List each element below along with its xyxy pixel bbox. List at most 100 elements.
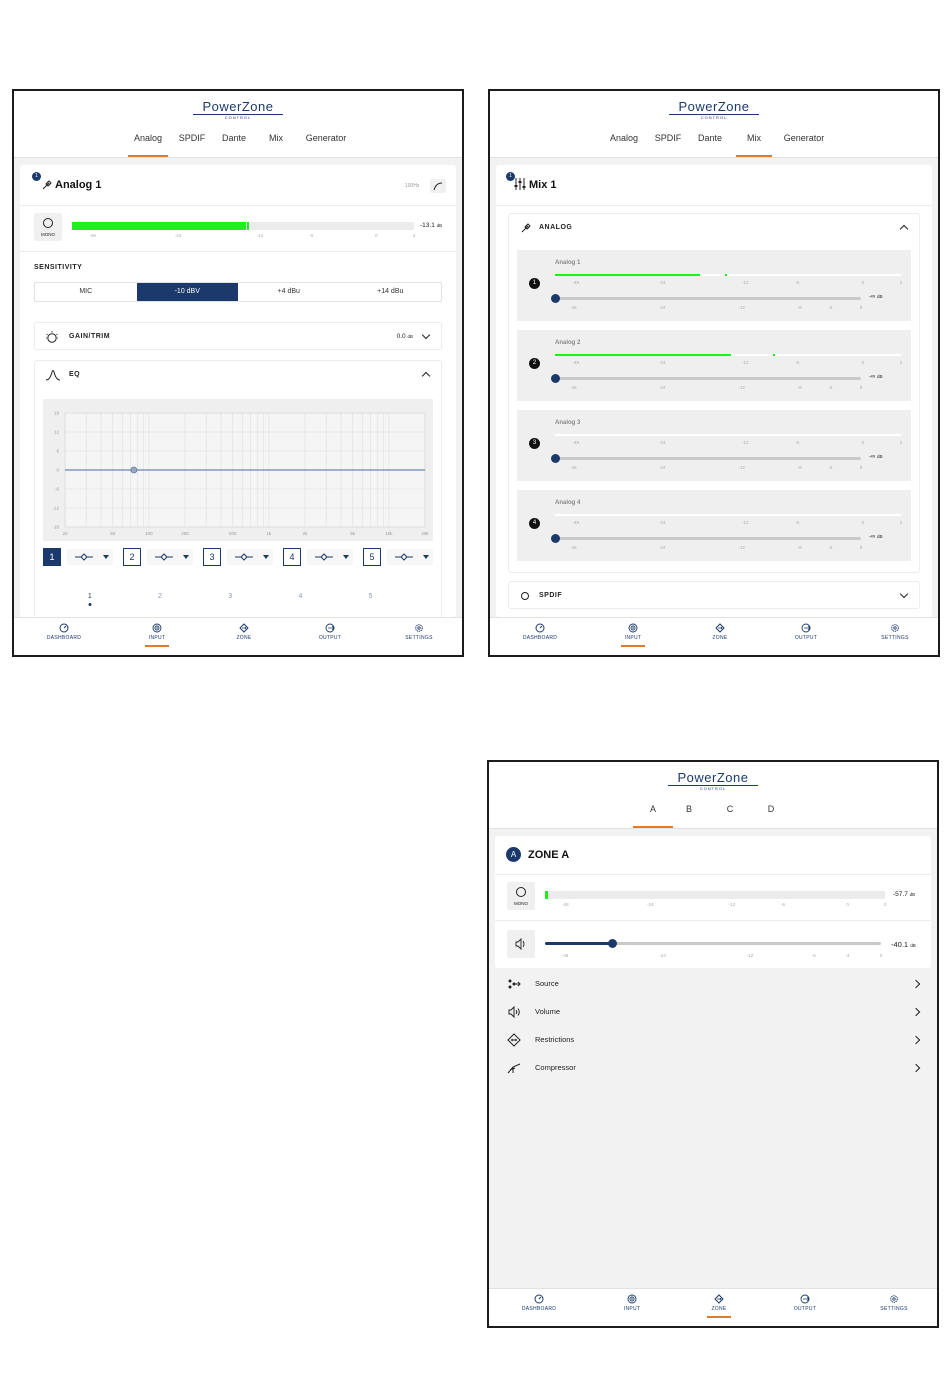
eq-band-type-select[interactable] xyxy=(307,549,353,565)
nav-zone[interactable]: ZONE xyxy=(214,623,274,641)
nav-dashboard[interactable]: DASHBOARD xyxy=(34,623,94,641)
mix-card: 1 Mix 1 ANALOG Analog 1 1 -48 -24 -12 -6 0 3 -48… xyxy=(496,165,932,617)
nav-input[interactable]: INPUT xyxy=(127,623,187,647)
tick-label: -6 xyxy=(795,520,800,525)
channel-fader[interactable] xyxy=(551,374,861,383)
mono-button[interactable]: MONO xyxy=(34,213,62,241)
menu-restrictions[interactable]: Restrictions xyxy=(503,1029,923,1053)
tab-zone-c[interactable]: C xyxy=(726,804,734,814)
eq-band-type-select[interactable] xyxy=(227,549,273,565)
nav-input[interactable]: INPUT xyxy=(602,1294,662,1312)
tick-label: -6 xyxy=(797,545,802,550)
fader-knob[interactable] xyxy=(551,374,560,383)
nav-settings[interactable]: SETTINGS xyxy=(864,1294,924,1312)
tab-zone-b[interactable]: B xyxy=(685,804,692,814)
nav-settings[interactable]: SETTINGS xyxy=(865,623,925,641)
bell-filter-icon xyxy=(235,553,269,561)
eq-band-5-button[interactable]: 5 xyxy=(363,548,381,566)
nav-zone[interactable]: ZONE xyxy=(690,623,750,641)
fader-knob[interactable] xyxy=(551,294,560,303)
nav-settings[interactable]: SETTINGS xyxy=(389,623,449,641)
eq-band-type-select[interactable] xyxy=(387,549,433,565)
sensitivity-plus4dbu[interactable]: +4 dBu xyxy=(277,288,300,295)
tab-analog[interactable]: Analog xyxy=(128,131,168,157)
fader-knob[interactable] xyxy=(551,534,560,543)
meter-fill xyxy=(72,222,247,230)
eq-band-4-button[interactable]: 4 xyxy=(283,548,301,566)
sensitivity-mic[interactable]: MIC xyxy=(79,288,93,295)
gain-trim-row[interactable]: GAIN/TRIM 0.0 dB xyxy=(34,322,442,350)
header: PowerZone CONTROL Analog SPDIF Dante Mix… xyxy=(14,91,462,158)
fader-knob[interactable] xyxy=(551,454,560,463)
eq-band-type-select[interactable] xyxy=(147,549,193,565)
channel-fader[interactable] xyxy=(551,454,861,463)
eq-band-1-button[interactable]: 1 xyxy=(43,548,61,566)
nav-zone[interactable]: ZONE xyxy=(689,1294,749,1318)
tab-dante[interactable]: Dante xyxy=(697,133,723,143)
header: PowerZone CONTROL A B C D xyxy=(489,762,937,829)
eq-band-2-button[interactable]: 2 xyxy=(123,548,141,566)
nav-input[interactable]: INPUT xyxy=(603,623,663,647)
volume-slider[interactable] xyxy=(545,939,881,948)
tick-label: -24 xyxy=(658,545,666,550)
mix-badge: 1 xyxy=(506,172,515,181)
pager-item[interactable]: 5 xyxy=(368,593,373,600)
nav-output[interactable]: OUTPUT xyxy=(775,1294,835,1312)
channel-fader[interactable] xyxy=(551,294,861,303)
tick-label: -12 xyxy=(256,233,264,238)
zone-icon xyxy=(239,623,249,633)
tick-label: -48 xyxy=(570,385,577,390)
tick-label: -24 xyxy=(658,280,666,285)
nav-output[interactable]: OUTPUT xyxy=(776,623,836,641)
sensitivity-plus14dbu[interactable]: +14 dBu xyxy=(377,288,404,295)
volume-knob[interactable] xyxy=(608,939,618,948)
sensitivity-minus10dbv[interactable]: -10 dBV xyxy=(136,283,238,301)
menu-source[interactable]: Source xyxy=(503,973,923,997)
fader-unit: dB xyxy=(876,454,883,459)
tab-zone-a[interactable]: A xyxy=(633,802,673,828)
tab-mix[interactable]: Mix xyxy=(736,131,772,157)
tab-mix[interactable]: Mix xyxy=(269,133,283,143)
pager-item[interactable]: 1 xyxy=(87,593,92,600)
volume-ticks: -48 -24 -12 -6 -3 0 xyxy=(545,953,882,959)
fader-readout: -∞ dB xyxy=(869,454,882,460)
channel-fader[interactable] xyxy=(551,534,861,543)
chevron-up-icon[interactable] xyxy=(421,371,431,381)
analog-input-icon xyxy=(42,180,52,190)
chevron-up-icon[interactable] xyxy=(899,224,909,234)
tick-label: -6 xyxy=(797,305,802,310)
tab-dante[interactable]: Dante xyxy=(221,133,247,143)
chevron-right-icon xyxy=(911,1063,921,1073)
nav-output[interactable]: OUTPUT xyxy=(300,623,360,641)
nav-label: ZONE xyxy=(712,635,728,641)
bell-filter-icon xyxy=(155,553,189,561)
spdif-group[interactable]: SPDIF xyxy=(508,581,920,609)
meter-ticks: -48 -24 -12 -6 0 3 xyxy=(555,360,902,366)
eq-band-3-button[interactable]: 3 xyxy=(203,548,221,566)
pager-item[interactable]: 3 xyxy=(228,593,233,600)
mute-button[interactable] xyxy=(507,930,535,958)
fader-unit: dB xyxy=(876,374,883,379)
mono-button[interactable]: MONO xyxy=(507,882,535,910)
tab-zone-d[interactable]: D xyxy=(767,804,775,814)
tick-label: -3 xyxy=(828,305,833,310)
nav-dashboard[interactable]: DASHBOARD xyxy=(510,623,570,641)
tab-spdif[interactable]: SPDIF xyxy=(654,133,682,143)
eq-x-tick: 5k xyxy=(350,531,356,536)
chevron-right-icon xyxy=(911,1035,921,1045)
eq-band-type-select[interactable] xyxy=(67,549,113,565)
eq-band-handle[interactable] xyxy=(130,466,138,474)
pager-item[interactable]: 4 xyxy=(298,593,303,600)
tab-generator[interactable]: Generator xyxy=(305,133,347,143)
hpf-button[interactable] xyxy=(430,179,446,193)
eq-y-tick: -12 xyxy=(52,506,59,511)
eq-graph[interactable]: 18 12 6 0 -6 -12 -18 20 50 100 200 500 1k 2k 5k 10k 20k xyxy=(43,399,433,541)
tab-spdif[interactable]: SPDIF xyxy=(178,133,206,143)
tab-generator[interactable]: Generator xyxy=(783,133,825,143)
nav-dashboard[interactable]: DASHBOARD xyxy=(509,1294,569,1312)
menu-compressor[interactable]: Compressor xyxy=(503,1057,923,1081)
menu-volume[interactable]: Volume xyxy=(503,1001,923,1025)
mixer-faders-icon xyxy=(514,178,526,190)
tab-analog[interactable]: Analog xyxy=(610,133,639,143)
pager-item[interactable]: 2 xyxy=(158,593,162,600)
